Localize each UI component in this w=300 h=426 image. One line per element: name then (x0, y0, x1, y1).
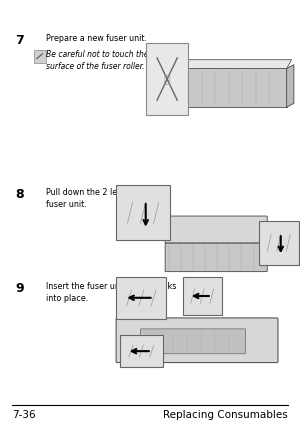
FancyBboxPatch shape (165, 216, 267, 243)
FancyBboxPatch shape (165, 243, 267, 272)
Text: 8: 8 (15, 187, 24, 200)
FancyBboxPatch shape (120, 335, 163, 367)
FancyBboxPatch shape (146, 44, 188, 116)
FancyBboxPatch shape (259, 221, 298, 265)
FancyBboxPatch shape (140, 329, 246, 354)
FancyBboxPatch shape (116, 277, 166, 319)
Polygon shape (183, 69, 287, 108)
Polygon shape (183, 60, 292, 69)
Text: Pull down the 2 levers of a new
fuser unit.: Pull down the 2 levers of a new fuser un… (46, 187, 172, 208)
FancyBboxPatch shape (116, 318, 278, 363)
FancyBboxPatch shape (34, 51, 46, 63)
Polygon shape (183, 99, 292, 108)
Text: Insert the fuser unit until it locks
into place.: Insert the fuser unit until it locks int… (46, 281, 177, 302)
Polygon shape (177, 66, 183, 108)
Text: 9: 9 (15, 281, 24, 294)
Text: Replacing Consumables: Replacing Consumables (163, 409, 288, 419)
Text: Prepare a new fuser unit.: Prepare a new fuser unit. (46, 34, 148, 43)
FancyBboxPatch shape (116, 186, 170, 240)
Text: Be careful not to touch the
surface of the fuser roller.: Be careful not to touch the surface of t… (46, 50, 149, 71)
Polygon shape (287, 66, 294, 108)
Text: 7: 7 (15, 34, 24, 47)
FancyBboxPatch shape (182, 277, 222, 315)
Text: 7-36: 7-36 (12, 409, 36, 419)
Text: ✋: ✋ (164, 75, 170, 85)
